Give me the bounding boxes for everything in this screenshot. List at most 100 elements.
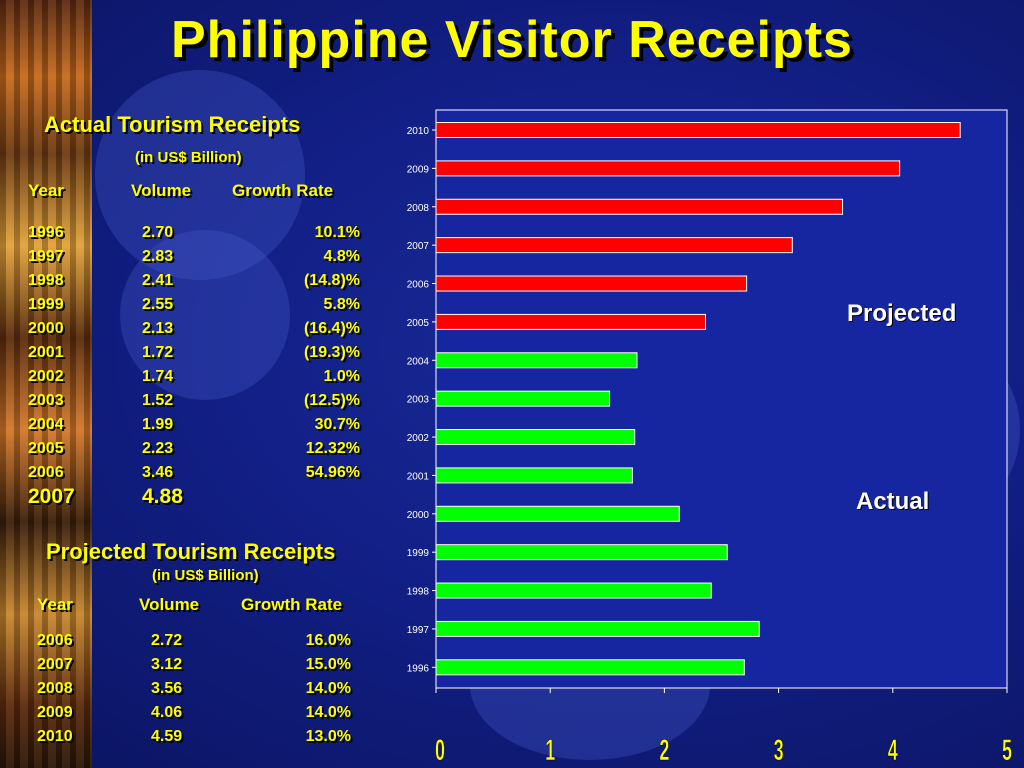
table-row: 2003 1.52 (12.5)% [28,389,360,413]
table-row: 2008 3.56 14.0% [37,677,351,701]
growth-cell: 15.0% [305,656,351,673]
volume-cell: 2.13 [142,320,174,337]
table-row: 2010 4.59 13.0% [37,725,351,749]
table-row: 2001 1.72 (19.3)% [28,341,360,365]
year-cell: 2002 [28,368,64,385]
bar-2009 [435,160,901,177]
growth-cell: 13.0% [305,728,351,745]
y-tick-label: 2003 [407,395,430,406]
year-cell: 1998 [28,272,64,289]
projected-table-subtitle: (in US$ Billion) [152,567,259,584]
bar-1999 [435,544,728,561]
year-cell: 1999 [28,296,64,313]
growth-cell: 1.0% [323,368,360,385]
actual-header-growth: Growth Rate [232,181,334,200]
volume-cell: 2.23 [142,440,174,457]
bar-2000 [435,505,680,522]
decorative-side-strip [0,0,92,768]
year-cell: 2009 [37,704,73,721]
volume-cell: 4.59 [151,728,183,745]
projected-receipts-table: 2006 2.72 16.0% 2007 3.12 15.0% 2008 3.56 14.0% 2… [37,629,351,749]
growth-cell: 14.0% [305,704,351,721]
volume-cell: 1.99 [142,416,174,433]
year-cell: 2004 [28,416,64,433]
year-cell: 2008 [37,680,73,697]
y-tick-label: 1996 [407,663,430,674]
x-tick-label: 3 [774,735,784,768]
volume-cell: 2.70 [142,224,174,241]
growth-cell: 5.8% [323,296,360,313]
projected-header-year: Year [37,595,73,614]
actual-header-volume: Volume [131,181,192,200]
volume-cell: 4.88 [142,485,183,508]
y-tick-label: 2008 [407,203,430,214]
bar-2006 [435,275,748,292]
x-tick-label: 4 [888,735,898,768]
y-tick-label: 2001 [407,471,430,482]
growth-cell: 12.32% [305,440,360,457]
actual-receipts-table: 1996 2.70 10.1% 1997 2.83 4.8% 1998 2.41 (14.8)%… [28,221,360,509]
volume-cell: 1.72 [142,344,174,361]
table-row: 2006 3.46 54.96% [28,461,360,485]
table-row: 2002 1.74 1.0% [28,365,360,389]
growth-cell: (12.5)% [303,392,360,409]
volume-cell: 2.83 [142,248,174,265]
table-row: 2007 3.12 15.0% [37,653,351,677]
y-tick-label: 2005 [407,318,430,329]
growth-cell: 30.7% [314,416,360,433]
bar-1997 [435,620,760,637]
volume-cell: 3.12 [151,656,183,673]
volume-cell: 3.56 [151,680,183,697]
x-tick-label: 2 [659,735,669,768]
year-cell: 1996 [28,224,64,241]
y-tick-label: 2004 [407,356,430,367]
y-tick-label: 2010 [407,126,430,137]
table-row: 1999 2.55 5.8% [28,293,360,317]
growth-cell: 54.96% [305,464,360,481]
year-cell: 2005 [28,440,64,457]
volume-cell: 4.06 [151,704,183,721]
bar-2008 [435,198,844,215]
page-title: Philippine Visitor Receipts [171,11,853,69]
growth-cell: 10.1% [314,224,360,241]
year-cell: 2007 [37,656,73,673]
x-tick-label: 5 [1002,735,1012,768]
x-tick-label: 0 [435,735,445,768]
table-row: 1998 2.41 (14.8)% [28,269,360,293]
y-tick-label: 1997 [407,625,430,636]
volume-cell: 2.55 [142,296,174,313]
year-cell: 2001 [28,344,64,361]
background-gear-decoration [95,70,305,280]
table-row: 2000 2.13 (16.4)% [28,317,360,341]
volume-cell: 3.46 [142,464,174,481]
bar-2001 [435,467,633,484]
bar-2003 [435,390,611,407]
volume-cell: 1.52 [142,392,174,409]
table-row: 1996 2.70 10.1% [28,221,360,245]
volume-cell: 2.72 [151,632,183,649]
y-tick-label: 2000 [407,510,430,521]
bar-2005 [435,313,707,330]
table-row: 2007 4.88 [28,485,360,509]
actual-label: Actual [856,488,930,515]
growth-cell: (16.4)% [303,320,360,337]
actual-header-year: Year [28,181,64,200]
actual-table-subtitle: (in US$ Billion) [135,149,242,166]
year-cell: 2003 [28,392,64,409]
year-cell: 2006 [37,632,73,649]
bar-1998 [435,582,712,599]
growth-cell: 14.0% [305,680,351,697]
x-tick-label: 1 [545,735,555,768]
volume-cell: 2.41 [142,272,174,289]
year-cell: 2007 [28,485,75,508]
growth-cell: (14.8)% [303,272,360,289]
y-tick-label: 1998 [407,587,430,598]
year-cell: 2000 [28,320,64,337]
actual-table-title: Actual Tourism Receipts [44,112,301,137]
bar-2004 [435,352,638,369]
table-row: 2005 2.23 12.32% [28,437,360,461]
table-row: 2009 4.06 14.0% [37,701,351,725]
y-tick-label: 2006 [407,280,430,291]
year-cell: 2006 [28,464,64,481]
table-row: 1997 2.83 4.8% [28,245,360,269]
